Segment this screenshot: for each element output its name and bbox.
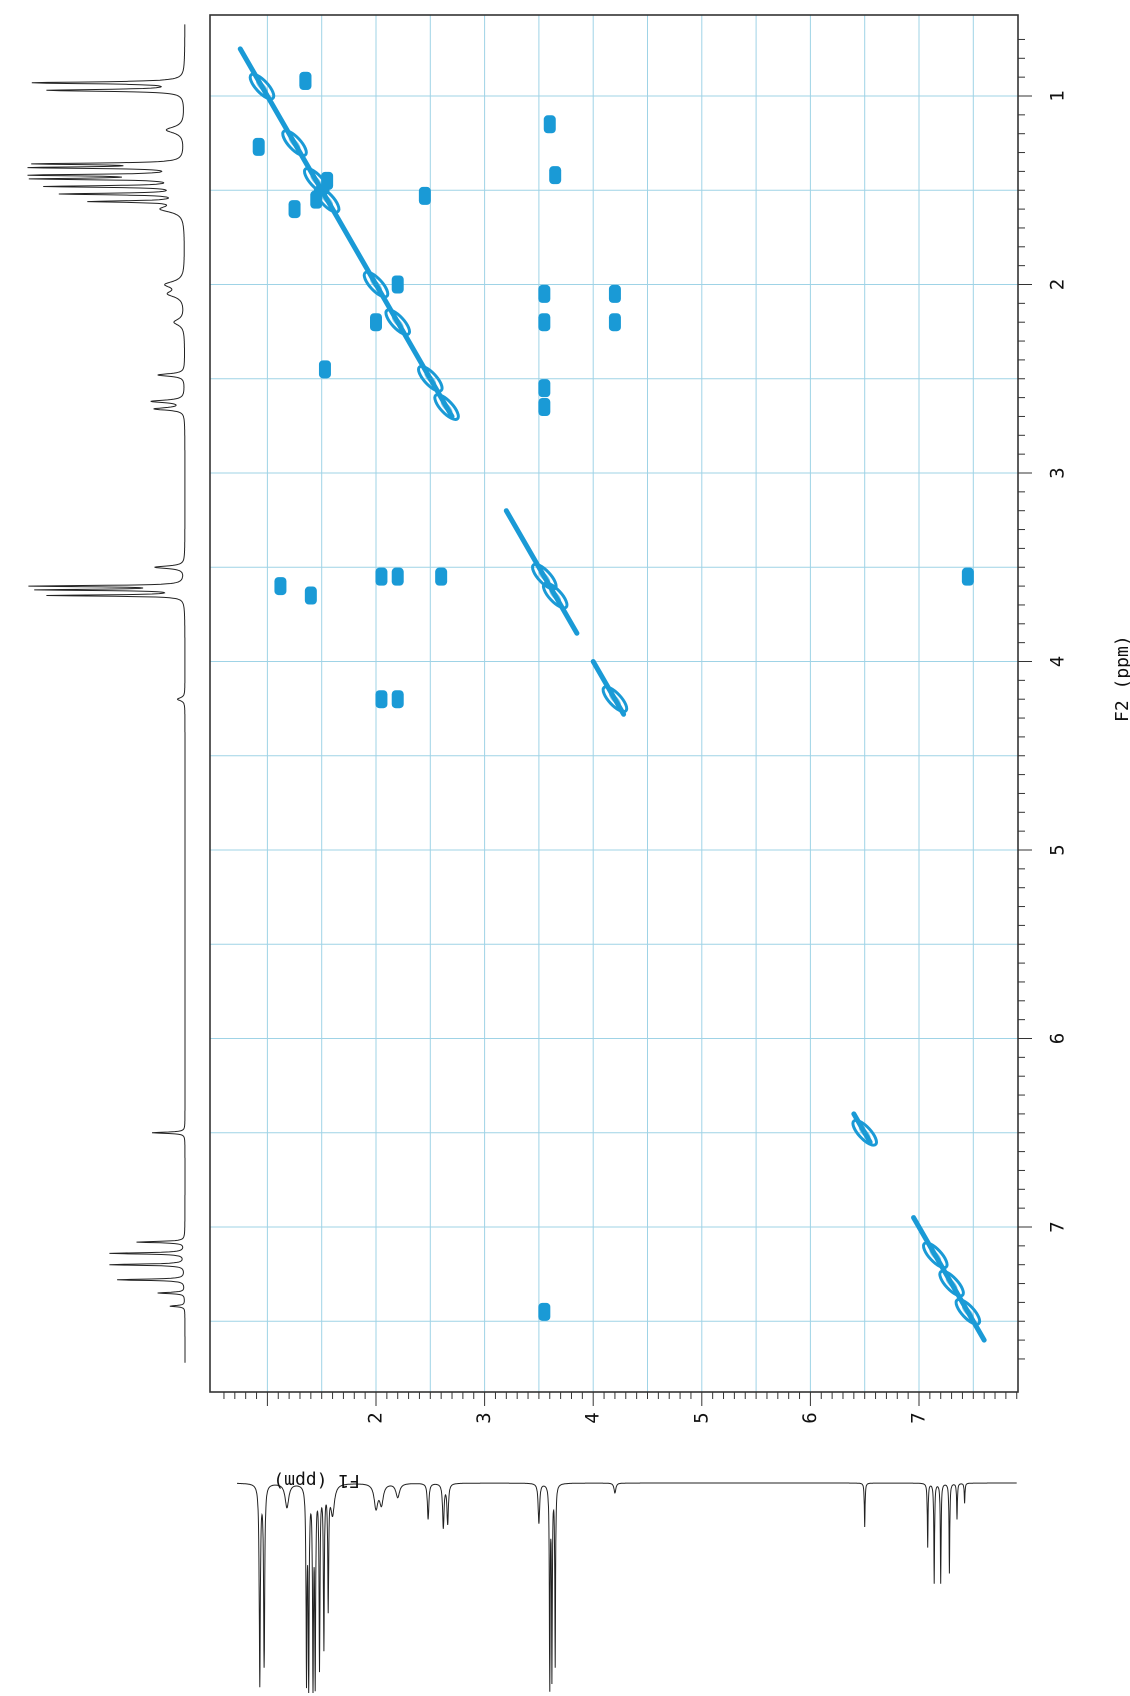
diagonal-peak-core [609,693,621,706]
diagonal-segment [237,46,455,419]
f1-axis-ticks: 2 3 4 5 6 7 [223,1392,1018,1424]
cross-peak [961,567,974,586]
diagonal-peak-core [961,1305,974,1319]
f1-tick-label: 5 [690,1412,712,1423]
diagonal-peak [433,393,460,421]
cross-peak [391,275,404,294]
cross-peak [252,137,265,156]
f1-tick-label: 4 [582,1412,604,1423]
diagonal-peak [384,308,411,337]
diagonal-peak [313,185,341,214]
cross-peak [538,284,551,303]
diagonal-peak-core [440,400,453,414]
f2-tick-label: 7 [1047,1221,1069,1232]
cross-peak [538,398,551,417]
cross-peak [375,690,388,709]
f2-tick-label: 6 [1047,1033,1069,1044]
diagonal-peak-core [321,193,334,206]
cross-peak [391,567,404,586]
f1-tick-label: 2 [365,1412,387,1423]
cross-peak [538,379,551,398]
cross-peak [299,71,312,90]
diagonal-peak [417,364,444,393]
cross-peak [288,200,301,219]
cross-peak [538,313,551,332]
f1-tick-label: 6 [799,1412,821,1423]
diagonal-peak [281,129,308,158]
f2-tick-label: 5 [1047,844,1069,855]
cross-peak [310,190,323,209]
grid-lines [210,15,1018,1392]
f1-1d-projection [237,1482,1017,1694]
f1-tick-label: 3 [473,1412,495,1423]
diagonal-peak-core [929,1249,942,1262]
diagonal-peak [922,1241,949,1270]
cross-peak [418,186,431,205]
diagonal-contours [237,46,987,1343]
diagonal-peak [938,1269,965,1298]
f2-tick-label: 4 [1047,656,1069,667]
f2-tick-label: 2 [1047,279,1069,290]
diagonal-peak [541,581,569,610]
diagonal-peak-core [858,1126,871,1139]
f2-trace-line [27,24,186,1363]
diagonal-peak [954,1297,982,1326]
f1-axis-title: F1 (ppm) [273,1470,360,1491]
cross-peak [304,586,317,605]
cross-peak [318,360,331,379]
cross-peak [321,171,334,190]
cross-peak [370,313,382,332]
cross-peak [375,567,388,586]
plot-frame [209,14,1019,1393]
f2-tick-label: 1 [1047,90,1069,101]
f2-tick-label: 3 [1047,467,1069,478]
diagonal-peak [851,1118,878,1147]
diagonal-peak-core [256,80,268,93]
cross-peak-contours [252,71,974,1321]
diagonal-peak [248,72,276,101]
diagonal-peak [362,270,390,299]
diagonal-peak-core [288,136,301,150]
cross-peak [608,313,621,332]
cross-peak [538,1302,551,1321]
cross-peak [543,115,556,134]
diagonal-peak-core [370,278,382,291]
f1-tick-label: 7 [908,1412,930,1423]
cross-peak [274,577,287,596]
cross-peak [608,284,621,303]
f2-axis-ticks: 1 2 3 4 5 6 7 [1018,38,1069,1360]
f2-axis-title: F2 (ppm) [1112,635,1130,722]
diagonal-peak-core [549,589,562,602]
diagonal-peak-core [310,174,323,188]
diagonal-peak-core [538,570,551,583]
cross-peak [435,567,448,586]
cross-peak [549,166,562,185]
diagonal-peak-core [391,316,404,329]
diagonal-peak-core [945,1277,958,1290]
diagonal-peak [601,685,629,714]
f1-trace-line [237,1482,1017,1694]
f2-1d-projection [27,24,186,1363]
cross-peak [391,690,404,709]
diagonal-peak-core [424,372,437,385]
